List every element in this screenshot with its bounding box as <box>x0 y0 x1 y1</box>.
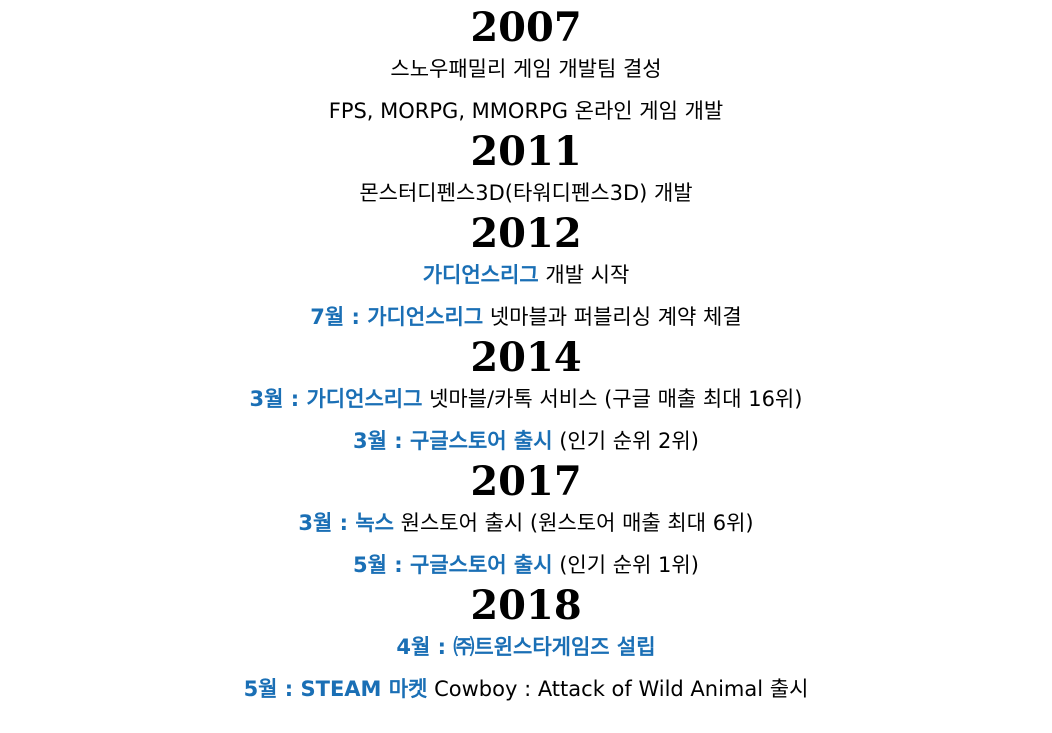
timeline-entry: 스노우패밀리 게임 개발팀 결성 <box>0 48 1052 90</box>
entry-highlight-text: 3월 : 구글스토어 출시 <box>353 429 553 453</box>
entry-highlight-text: 3월 : 녹스 <box>298 511 394 535</box>
timeline-entry: 4월 : ㈜트윈스타게임즈 설립 <box>0 626 1052 668</box>
year-heading: 2007 <box>470 4 582 51</box>
entry-text: 원스토어 출시 (원스토어 매출 최대 6위) <box>393 511 754 535</box>
year-heading: 2014 <box>470 334 582 381</box>
timeline-entry: 7월 : 가디언스리그 넷마블과 퍼블리싱 계약 체결 <box>0 296 1052 338</box>
entry-highlight-text: 3월 : 가디언스리그 <box>249 387 423 411</box>
timeline-entry: FPS, MORPG, MMORPG 온라인 게임 개발 <box>0 90 1052 132</box>
year-heading: 2012 <box>470 210 582 257</box>
entry-highlight-text: 5월 : STEAM 마켓 <box>243 677 428 701</box>
timeline-entry: 3월 : 구글스토어 출시 (인기 순위 2위) <box>0 420 1052 462</box>
timeline-entry: 5월 : STEAM 마켓 Cowboy : Attack of Wild An… <box>0 668 1052 710</box>
timeline-entry: 가디언스리그 개발 시작 <box>0 254 1052 296</box>
entry-highlight-text: 가디언스리그 <box>422 263 539 287</box>
entry-text: 몬스터디펜스3D(타워디펜스3D) 개발 <box>359 181 693 205</box>
year-heading: 2017 <box>470 458 582 505</box>
entry-text: (인기 순위 1위) <box>552 553 699 577</box>
entry-highlight-text: 4월 : ㈜트윈스타게임즈 설립 <box>396 635 656 659</box>
entry-highlight-text: 7월 : 가디언스리그 <box>310 305 484 329</box>
entry-text: 개발 시작 <box>538 263 630 287</box>
entry-text: FPS, MORPG, MMORPG 온라인 게임 개발 <box>328 99 724 123</box>
year-heading: 2011 <box>470 128 582 175</box>
entry-text: 스노우패밀리 게임 개발팀 결성 <box>390 57 662 81</box>
entry-text: 넷마블과 퍼블리싱 계약 체결 <box>483 305 742 329</box>
timeline-entry: 5월 : 구글스토어 출시 (인기 순위 1위) <box>0 544 1052 586</box>
entry-highlight-text: 5월 : 구글스토어 출시 <box>353 553 553 577</box>
company-history-timeline: 2007 스노우패밀리 게임 개발팀 결성 FPS, MORPG, MMORPG… <box>0 4 1052 710</box>
year-heading: 2018 <box>470 582 582 629</box>
timeline-entry: 몬스터디펜스3D(타워디펜스3D) 개발 <box>0 172 1052 214</box>
entry-text: (인기 순위 2위) <box>552 429 699 453</box>
timeline-entry: 3월 : 가디언스리그 넷마블/카톡 서비스 (구글 매출 최대 16위) <box>0 378 1052 420</box>
entry-text: 넷마블/카톡 서비스 (구글 매출 최대 16위) <box>422 387 803 411</box>
entry-text: Cowboy : Attack of Wild Animal 출시 <box>427 677 809 701</box>
timeline-entry: 3월 : 녹스 원스토어 출시 (원스토어 매출 최대 6위) <box>0 502 1052 544</box>
